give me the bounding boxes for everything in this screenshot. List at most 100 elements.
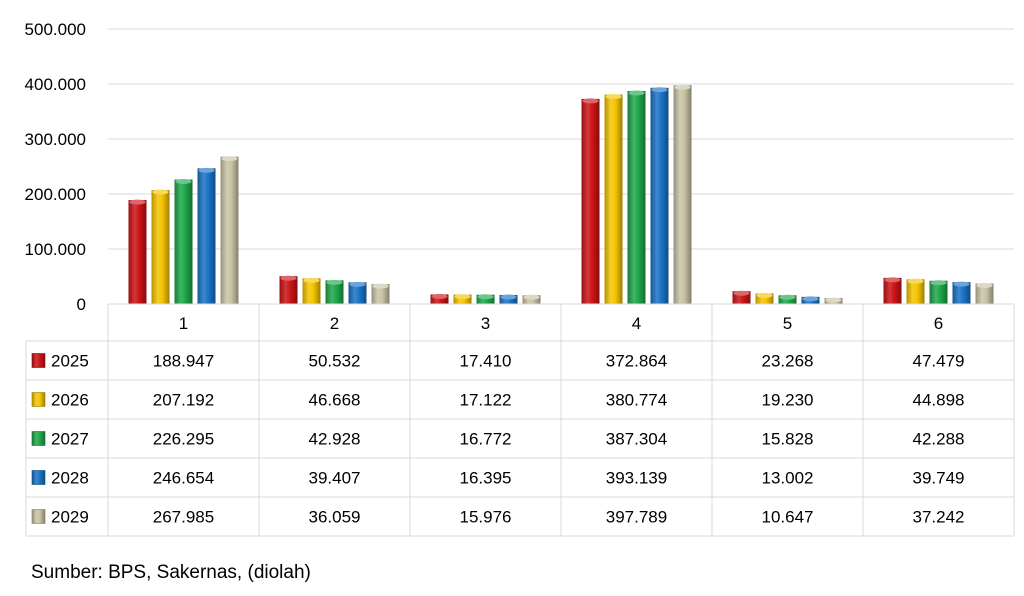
legend-swatch xyxy=(31,353,46,368)
bar-cap xyxy=(477,294,494,300)
bar-cap xyxy=(825,297,842,303)
bar-cap xyxy=(198,167,215,173)
bar xyxy=(499,294,518,304)
data-label: 17.122 xyxy=(460,391,512,410)
bar-cap xyxy=(756,292,773,298)
data-label: 16.772 xyxy=(460,430,512,449)
bar-cap xyxy=(651,87,668,93)
bar-cap xyxy=(953,281,970,287)
bar-cap xyxy=(454,294,471,300)
bar xyxy=(952,282,971,304)
data-label: 17.410 xyxy=(460,352,512,371)
bar xyxy=(883,277,902,304)
data-label: 10.647 xyxy=(762,508,814,527)
y-tick-label: 100.000 xyxy=(25,240,86,259)
bar-cap xyxy=(500,294,517,300)
bar xyxy=(673,85,692,304)
legend-swatch xyxy=(31,470,46,485)
data-label: 42.928 xyxy=(309,430,361,449)
legend-label: 2026 xyxy=(51,391,89,410)
bar-cap xyxy=(303,277,320,283)
category-label: 6 xyxy=(934,314,943,333)
bar-cap xyxy=(930,280,947,286)
data-label: 16.395 xyxy=(460,469,512,488)
data-label: 188.947 xyxy=(153,352,214,371)
legend-swatch xyxy=(31,509,46,524)
bar xyxy=(174,179,193,304)
data-label: 46.668 xyxy=(309,391,361,410)
bar-cap xyxy=(802,296,819,302)
bar xyxy=(128,200,147,304)
bar-cap xyxy=(326,279,343,285)
data-label: 15.828 xyxy=(762,430,814,449)
bar-cap xyxy=(779,294,796,300)
bar-cap xyxy=(907,278,924,284)
bar-cap xyxy=(280,275,297,281)
category-label: 1 xyxy=(179,314,188,333)
category-label: 3 xyxy=(481,314,490,333)
data-label: 42.288 xyxy=(913,430,965,449)
data-label: 23.268 xyxy=(762,352,814,371)
data-label: 50.532 xyxy=(309,352,361,371)
data-label: 267.985 xyxy=(153,508,214,527)
bar xyxy=(906,279,925,304)
bar xyxy=(604,94,623,304)
data-label: 207.192 xyxy=(153,391,214,410)
data-label: 246.654 xyxy=(153,469,214,488)
bar xyxy=(371,284,390,304)
bar xyxy=(476,294,495,304)
bar xyxy=(627,90,646,304)
y-tick-label: 400.000 xyxy=(25,75,86,94)
bar-cap xyxy=(431,293,448,299)
category-label: 5 xyxy=(783,314,792,333)
bar-cap xyxy=(372,283,389,289)
bar xyxy=(279,276,298,304)
bar xyxy=(650,87,669,304)
data-label: 226.295 xyxy=(153,430,214,449)
bar-cap xyxy=(152,189,169,195)
bar-cap xyxy=(628,90,645,96)
bar-cap xyxy=(733,290,750,296)
data-label: 372.864 xyxy=(606,352,667,371)
bar-cap xyxy=(349,281,366,287)
source-note: Sumber: BPS, Sakernas, (diolah) xyxy=(31,562,311,583)
legend-label: 2028 xyxy=(51,469,89,488)
data-label: 393.139 xyxy=(606,469,667,488)
bar xyxy=(581,98,600,304)
legend-label: 2025 xyxy=(51,352,89,371)
bar xyxy=(151,190,170,304)
bar xyxy=(325,280,344,304)
data-label: 39.407 xyxy=(309,469,361,488)
bar xyxy=(197,168,216,304)
bar-cap xyxy=(221,156,238,162)
data-label: 13.002 xyxy=(762,469,814,488)
data-label: 15.976 xyxy=(460,508,512,527)
category-label: 4 xyxy=(632,314,641,333)
legend-swatch xyxy=(31,431,46,446)
y-tick-label: 200.000 xyxy=(25,185,86,204)
legend-label: 2029 xyxy=(51,508,89,527)
bar-cap xyxy=(674,84,691,90)
bar xyxy=(755,293,774,304)
bar-cap xyxy=(976,283,993,289)
bar xyxy=(348,282,367,304)
y-tick-label: 0 xyxy=(77,295,86,314)
data-label: 380.774 xyxy=(606,391,667,410)
bar xyxy=(453,294,472,304)
bar-chart: 0 100.000 200.000 300.000 400.000 500.000 1 2 3 4… xyxy=(25,20,1015,537)
data-label: 19.230 xyxy=(762,391,814,410)
data-label: 39.749 xyxy=(913,469,965,488)
legend-swatch xyxy=(31,392,46,407)
data-label: 47.479 xyxy=(913,352,965,371)
legend-label: 2027 xyxy=(51,430,89,449)
y-tick-label: 500.000 xyxy=(25,20,86,39)
bar xyxy=(430,294,449,304)
data-label: 44.898 xyxy=(913,391,965,410)
bar xyxy=(975,283,994,304)
bar-cap xyxy=(582,98,599,104)
bar-cap xyxy=(523,294,540,300)
y-tick-label: 300.000 xyxy=(25,130,86,149)
data-label: 397.789 xyxy=(606,508,667,527)
bar xyxy=(302,278,321,304)
data-label: 37.242 xyxy=(913,508,965,527)
